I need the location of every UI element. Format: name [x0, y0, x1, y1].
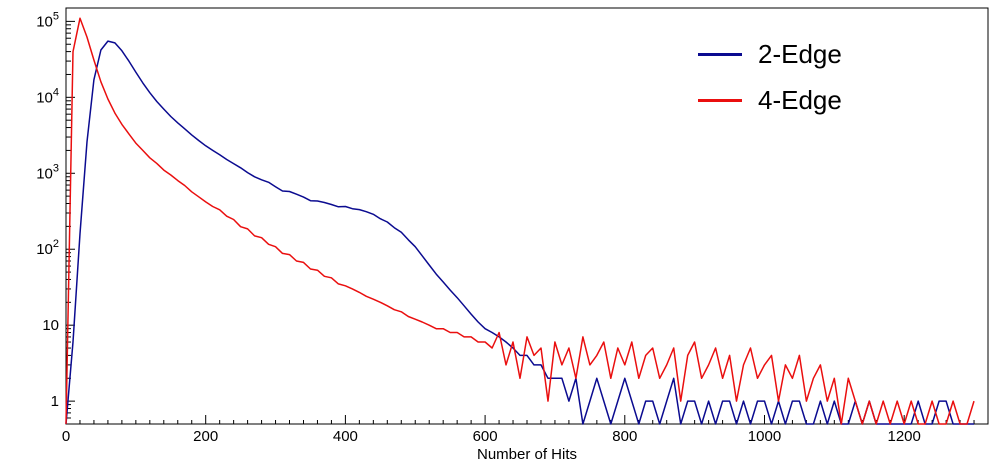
legend-line-2-edge-icon [698, 52, 742, 56]
legend-line-4-edge-icon [698, 98, 742, 102]
x-axis-title: Number of Hits [476, 446, 578, 463]
legend-label-2-edge: 2-Edge [758, 39, 842, 69]
svg-text:1000: 1000 [748, 428, 781, 445]
svg-text:600: 600 [473, 428, 498, 445]
legend-item-4-edge: 4-Edge [698, 80, 842, 120]
legend-label-4-edge: 4-Edge [758, 85, 842, 115]
svg-text:1200: 1200 [887, 428, 920, 445]
svg-text:1: 1 [51, 393, 59, 410]
svg-text:103: 103 [36, 162, 59, 182]
legend-item-2-edge: 2-Edge [698, 34, 842, 74]
svg-text:400: 400 [333, 428, 358, 445]
legend: 2-Edge 4-Edge [698, 34, 842, 120]
svg-text:800: 800 [612, 428, 637, 445]
svg-text:0: 0 [62, 428, 70, 445]
svg-text:105: 105 [36, 10, 59, 30]
svg-text:10: 10 [42, 317, 59, 334]
svg-text:104: 104 [36, 86, 59, 106]
svg-text:200: 200 [193, 428, 218, 445]
svg-text:102: 102 [36, 238, 59, 258]
